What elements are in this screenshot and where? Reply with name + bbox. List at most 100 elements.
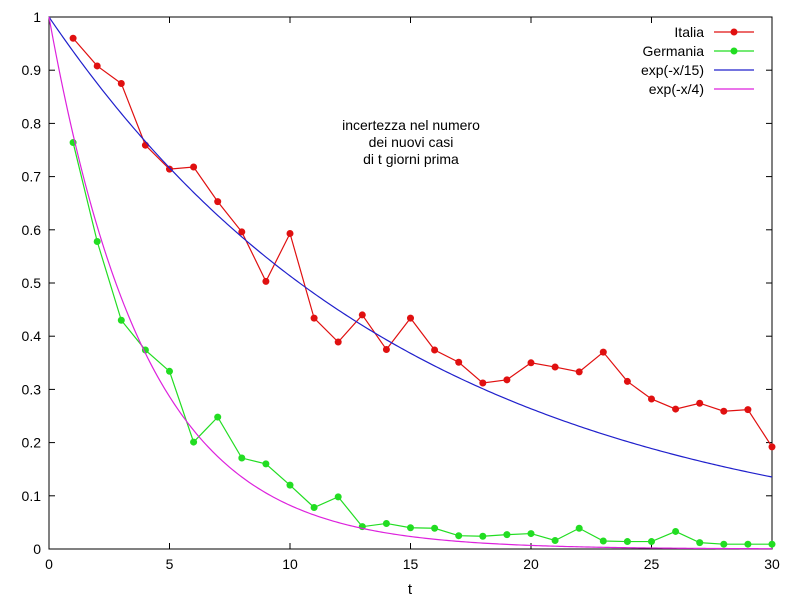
y-tick-label: 0.6 [22,222,42,238]
data-point-italia [623,377,631,385]
data-point-germania [720,540,728,548]
x-tick-label: 25 [644,556,660,572]
y-tick-label: 0.3 [22,381,42,397]
series-line-exp-x-4 [48,16,773,550]
legend-label: exp(-x/15) [641,62,704,78]
data-point-italia [479,379,487,387]
legend-entry-exp-x-15: exp(-x/15) [641,62,754,78]
series-germania [69,139,776,548]
data-point-italia [503,376,511,384]
annotation-line-1: incertezza nel numero [342,117,480,133]
x-tick-label: 0 [45,556,53,572]
data-point-germania [648,538,655,546]
x-tick-label: 20 [523,556,539,572]
legend-marker [730,28,738,36]
y-tick-label: 0.7 [22,169,42,185]
data-point-italia [527,359,535,367]
legend-label: Germania [643,43,705,59]
data-point-italia [286,230,294,238]
data-point-germania [744,540,752,548]
data-point-germania [455,532,463,540]
data-point-germania [672,527,680,535]
data-point-italia [648,395,655,403]
data-point-germania [527,530,535,538]
data-point-italia [310,314,318,322]
data-point-italia [238,228,246,236]
data-point-germania [479,532,487,540]
data-point-italia [575,368,583,376]
data-point-germania [190,438,198,446]
series-italia [69,34,776,451]
data-point-germania [407,524,414,532]
data-point-italia [117,80,125,87]
series-line-italia [72,37,773,448]
data-point-italia [599,348,607,356]
data-point-germania [696,539,704,547]
series-line-germania [72,142,772,545]
series-line-exp-x-15 [48,16,773,478]
annotation-line-3: di t giorni prima [363,151,459,167]
x-tick-label: 5 [166,556,174,572]
data-point-italia [190,163,198,171]
data-point-germania [768,540,776,548]
data-point-germania [310,504,318,512]
y-tick-label: 0.2 [22,435,42,451]
legend-label: exp(-x/4) [649,81,704,97]
data-point-germania [599,537,607,545]
data-point-germania [623,538,631,546]
legend-entry-exp-x-4: exp(-x/4) [649,81,754,97]
data-point-italia [141,141,149,149]
data-point-italia [720,407,728,415]
y-tick-label: 0.4 [22,328,42,344]
y-tick-label: 1 [33,9,41,25]
x-tick-label: 15 [403,556,419,572]
data-point-italia [93,62,101,70]
data-point-italia [407,314,414,322]
axis-ticks: 0 5 10 15 20 25 30 0 0.1 0.2 0.3 0.4 0.5 0.6 0.7 0.8 0.9… [22,9,780,572]
data-point-italia [696,399,704,407]
data-point-italia [214,198,222,206]
data-point-germania [503,531,511,539]
data-point-germania [166,367,173,375]
x-tick-label: 30 [764,556,780,572]
y-tick-label: 0.1 [22,488,42,504]
data-point-italia [455,358,463,366]
data-point-italia [166,165,173,173]
data-point-italia [358,311,366,319]
data-point-germania [382,519,390,527]
data-point-italia [262,277,270,285]
data-point-germania [93,238,101,246]
data-point-germania [117,316,125,324]
y-tick-label: 0.5 [22,275,42,291]
y-tick-label: 0.8 [22,115,42,131]
data-point-italia [431,346,439,354]
data-point-germania [286,481,294,489]
data-point-germania [141,346,149,354]
x-tick-label: 10 [282,556,298,572]
legend-entry-germania: Germania [643,43,754,59]
data-point-germania [334,493,342,501]
data-point-italia [382,346,390,353]
data-point-italia [551,363,559,371]
data-point-germania [551,536,559,544]
x-axis-title: t [408,581,413,598]
data-point-germania [238,454,246,462]
data-point-germania [262,460,270,468]
data-point-germania [575,524,583,532]
y-tick-label: 0 [33,541,41,557]
y-tick-label: 0.9 [22,62,42,78]
data-point-italia [69,34,77,42]
data-point-germania [431,524,439,532]
legend: Italia Germania exp(-x/15) exp(-x/4) [641,24,754,97]
legend-marker [730,47,738,55]
annotation-line-2: dei nuovi casi [369,134,454,150]
legend-label: Italia [674,24,704,40]
series-exp-x-4 [48,16,773,550]
data-point-italia [672,405,680,413]
data-point-italia [334,338,342,346]
series-layer [48,16,776,550]
legend-entry-italia: Italia [674,24,754,40]
series-exp-x-15 [48,16,773,478]
data-point-germania [214,413,222,421]
